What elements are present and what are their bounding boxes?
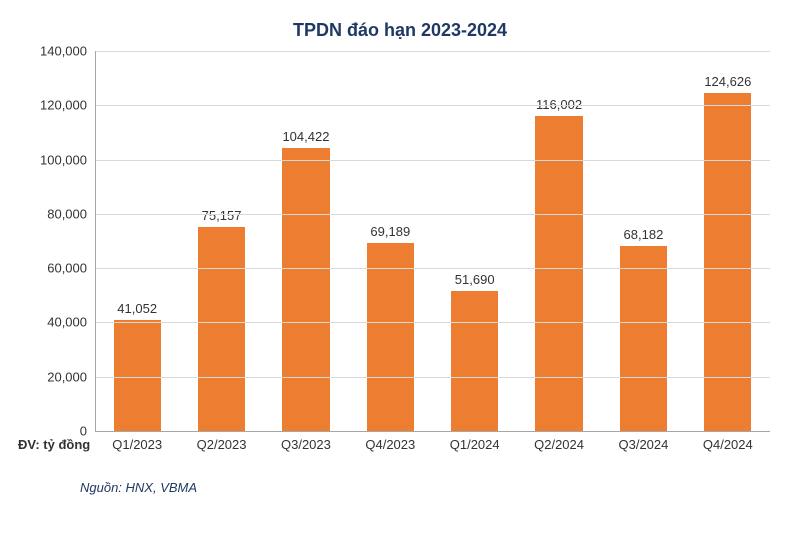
bar-value-label: 75,157 xyxy=(202,208,242,223)
gridline xyxy=(95,160,770,161)
plot-area: 41,052 75,157 104,422 69,189 51,690 116,002 68… xyxy=(95,51,770,431)
y-tick-label: 20,000 xyxy=(47,369,95,384)
x-tick-label: Q2/2024 xyxy=(517,437,601,452)
chart-container: TPDN đáo hạn 2023-2024 41,052 75,157 104,4… xyxy=(0,0,800,533)
x-tick-label: Q4/2024 xyxy=(686,437,770,452)
bar-value-label: 68,182 xyxy=(624,227,664,242)
x-tick-label: Q2/2023 xyxy=(179,437,263,452)
y-tick-label: 40,000 xyxy=(47,315,95,330)
source-label: Nguồn: HNX, VBMA xyxy=(80,480,780,495)
bars-row: 41,052 75,157 104,422 69,189 51,690 116,002 68… xyxy=(95,51,770,431)
bar xyxy=(198,227,245,431)
y-tick-label: 60,000 xyxy=(47,261,95,276)
gridline xyxy=(95,322,770,323)
gridline xyxy=(95,51,770,52)
y-tick-label: 80,000 xyxy=(47,206,95,221)
gridline xyxy=(95,214,770,215)
x-tick-label: Q1/2023 xyxy=(95,437,179,452)
gridline xyxy=(95,105,770,106)
unit-label: ĐV: tỷ đồng xyxy=(18,437,90,452)
bar xyxy=(114,320,161,431)
bar-slot: 68,182 xyxy=(601,51,685,431)
bar-slot: 75,157 xyxy=(179,51,263,431)
bar xyxy=(282,148,329,431)
bar-slot: 116,002 xyxy=(517,51,601,431)
x-tick-label: Q3/2023 xyxy=(264,437,348,452)
y-tick-label: 140,000 xyxy=(40,44,95,59)
bar xyxy=(535,116,582,431)
gridline xyxy=(95,377,770,378)
bar-slot: 41,052 xyxy=(95,51,179,431)
bar xyxy=(704,93,751,431)
y-tick-label: 100,000 xyxy=(40,152,95,167)
bar-slot: 104,422 xyxy=(264,51,348,431)
x-tick-label: Q3/2024 xyxy=(601,437,685,452)
chart-title: TPDN đáo hạn 2023-2024 xyxy=(20,20,780,41)
bar-slot: 69,189 xyxy=(348,51,432,431)
bar-slot: 124,626 xyxy=(686,51,770,431)
x-tick-label: Q4/2023 xyxy=(348,437,432,452)
x-tick-label: Q1/2024 xyxy=(433,437,517,452)
bar xyxy=(620,246,667,431)
x-axis-labels: Q1/2023Q2/2023Q3/2023Q4/2023Q1/2024Q2/20… xyxy=(95,437,770,452)
bar-value-label: 41,052 xyxy=(117,301,157,316)
y-tick-label: 120,000 xyxy=(40,98,95,113)
bar-value-label: 104,422 xyxy=(282,129,329,144)
bar-slot: 51,690 xyxy=(433,51,517,431)
y-axis xyxy=(95,51,96,431)
bar-value-label: 51,690 xyxy=(455,272,495,287)
bar-value-label: 69,189 xyxy=(370,224,410,239)
bar xyxy=(451,291,498,431)
bar xyxy=(367,243,414,431)
gridline xyxy=(95,431,770,432)
bar-value-label: 124,626 xyxy=(704,74,751,89)
gridline xyxy=(95,268,770,269)
